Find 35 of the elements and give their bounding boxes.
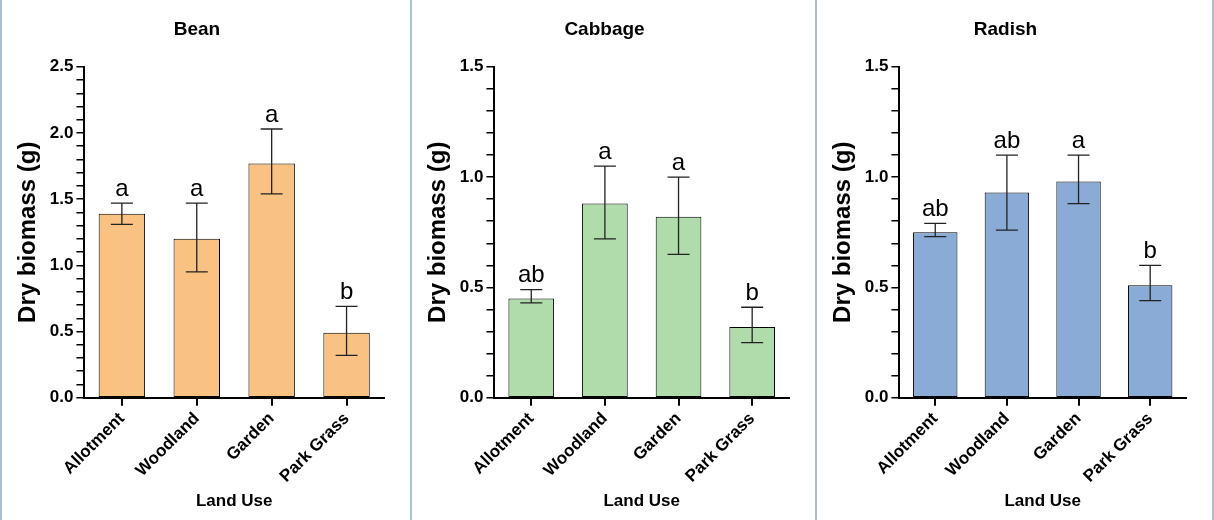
- y-tick-label: 0.5: [459, 277, 484, 297]
- chart-title: Radish: [973, 17, 1038, 39]
- y-tick-label: 0.5: [864, 277, 889, 297]
- y-tick-label: 1.0: [459, 166, 484, 186]
- chart-title: Bean: [173, 17, 221, 39]
- annotation: a: [264, 99, 279, 127]
- y-tick-label: 1.5: [49, 188, 74, 208]
- y-axis-title: Dry biomass (g): [828, 141, 856, 323]
- annotation: a: [190, 173, 205, 201]
- y-tick-label: 1.5: [864, 56, 889, 76]
- y-tick-label: 2.5: [49, 56, 74, 76]
- annotation: a: [598, 136, 613, 164]
- y-tick-label: 0.0: [864, 387, 889, 407]
- annotation: a: [671, 147, 686, 175]
- y-tick-label: 1.5: [459, 56, 484, 76]
- y-tick-label: 0.0: [49, 387, 74, 407]
- x-axis-title: Land Use: [1004, 491, 1081, 511]
- y-tick-label: 2.0: [49, 122, 74, 142]
- y-tick-label: 1.0: [49, 255, 74, 275]
- annotation: a: [115, 173, 130, 201]
- annotation: a: [1071, 125, 1086, 153]
- annotation: ab: [517, 260, 545, 288]
- x-axis-title: Land Use: [195, 491, 273, 511]
- annotation: b: [1143, 235, 1157, 263]
- annotation: ab: [921, 194, 949, 222]
- y-tick-label: 0.5: [49, 321, 74, 341]
- y-tick-label: 0.0: [459, 387, 484, 407]
- y-tick-label: 1.0: [864, 166, 889, 186]
- annotation: ab: [993, 125, 1021, 153]
- chart-title: Cabbage: [564, 17, 645, 39]
- y-axis-title: Dry biomass (g): [423, 141, 451, 323]
- x-axis-title: Land Use: [603, 491, 680, 511]
- annotation: b: [745, 277, 759, 305]
- annotation: b: [339, 276, 354, 304]
- y-axis-title: Dry biomass (g): [13, 141, 41, 323]
